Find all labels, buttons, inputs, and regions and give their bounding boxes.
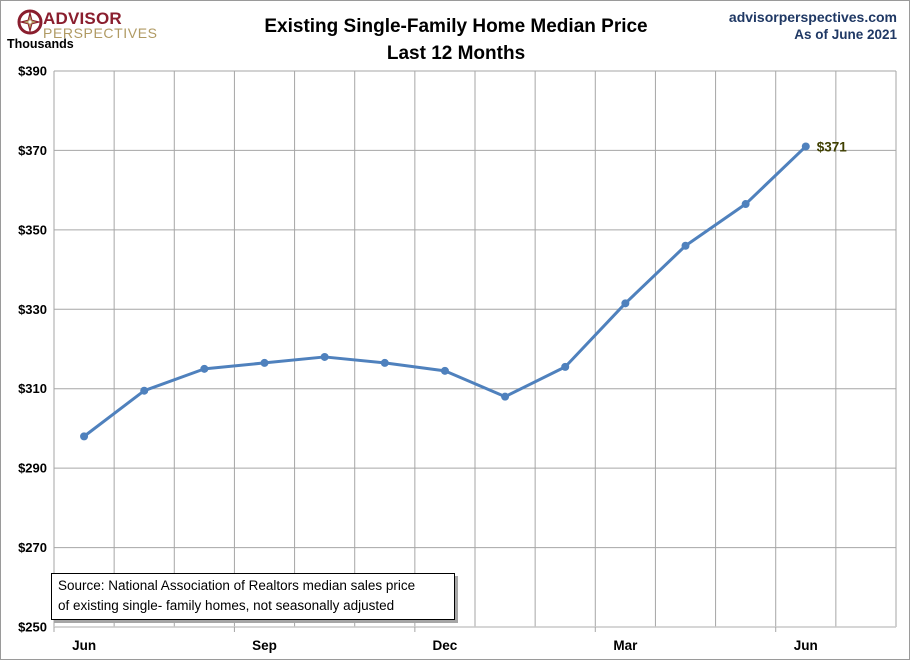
logo-text-perspectives: PERSPECTIVES: [43, 25, 158, 41]
x-tick-label: Dec: [433, 638, 458, 653]
compass-rose-logo-icon: [17, 9, 43, 35]
vertical-gridlines: [113, 71, 897, 627]
logo-text-advisor: ADVISOR: [43, 9, 122, 28]
data-point-marker: [140, 386, 149, 395]
y-axis-tick-labels: $390 $370 $350 $330 $310 $290 $270 $250: [18, 64, 47, 635]
y-tick-label: $310: [18, 381, 47, 396]
advisor-perspectives-logo: ADVISOR PERSPECTIVES: [16, 7, 236, 43]
median-price-series-line: [82, 144, 808, 438]
y-tick-label: $270: [18, 540, 47, 555]
y-tick-label: $250: [18, 620, 47, 635]
source-note-line1: Source: National Association of Realtors…: [58, 578, 416, 593]
data-point-marker: [561, 362, 570, 371]
series-point-markers: [80, 142, 810, 441]
x-tick-label: Mar: [613, 638, 638, 653]
last-point-value-label: $371: [817, 139, 848, 154]
website-text: advisorperspectives.com: [728, 9, 897, 25]
source-note-line2: of existing single- family homes, not se…: [58, 598, 395, 613]
data-point-marker: [320, 352, 329, 361]
y-tick-label: $350: [18, 222, 47, 237]
source-note-box: Source: National Association of Realtors…: [51, 573, 455, 620]
data-point-marker: [801, 142, 810, 151]
y-tick-label: $290: [18, 461, 47, 476]
data-point-marker: [200, 364, 209, 373]
y-tick-label: $370: [18, 143, 47, 158]
data-point-marker: [260, 358, 269, 367]
as-of-date-text: As of June 2021: [794, 27, 897, 42]
y-axis-unit-label: Thousands: [7, 37, 74, 51]
data-point-marker: [501, 392, 510, 401]
y-tick-label: $330: [18, 302, 47, 317]
x-axis-ticks: [53, 627, 777, 632]
x-tick-label: Sep: [252, 638, 277, 653]
x-tick-label: Jun: [72, 638, 96, 653]
data-point-marker: [80, 432, 89, 441]
data-point-marker: [380, 358, 389, 367]
x-axis-tick-labels: Jun Sep Dec Mar Jun: [72, 638, 818, 653]
data-point-marker: [741, 200, 750, 209]
x-tick-label: Jun: [794, 638, 818, 653]
data-point-marker: [621, 299, 630, 308]
header-right-block: advisorperspectives.com As of June 2021: [729, 8, 897, 43]
data-point-marker: [440, 366, 449, 375]
y-tick-label: $390: [18, 64, 47, 79]
data-point-marker: [681, 241, 690, 250]
